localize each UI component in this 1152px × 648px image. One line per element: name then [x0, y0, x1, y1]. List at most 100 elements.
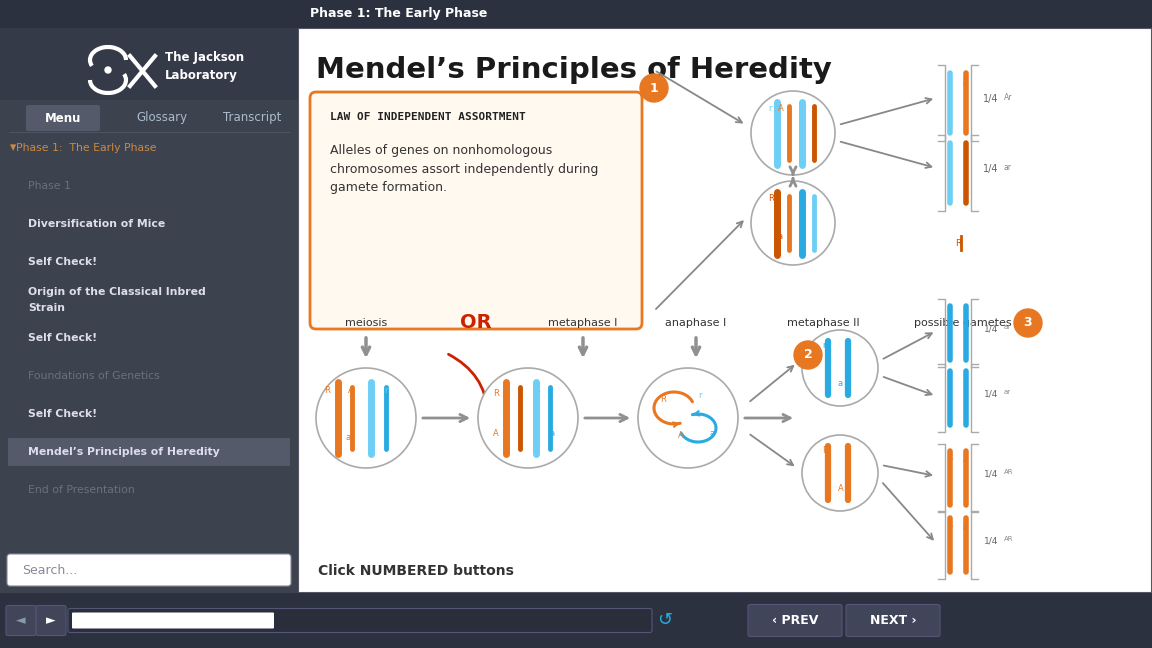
Circle shape [478, 368, 578, 468]
Circle shape [751, 91, 835, 175]
Text: ↺: ↺ [658, 612, 673, 629]
Circle shape [105, 67, 111, 73]
Text: ar: ar [1005, 389, 1011, 395]
FancyBboxPatch shape [6, 605, 36, 636]
Text: r: r [823, 341, 826, 350]
Text: R: R [823, 446, 828, 455]
Text: 1: 1 [650, 82, 659, 95]
Text: meiosis: meiosis [344, 318, 387, 328]
Text: A: A [838, 484, 843, 493]
Text: 1/4: 1/4 [984, 537, 999, 546]
Text: LAW OF INDEPENDENT ASSORTMENT: LAW OF INDEPENDENT ASSORTMENT [329, 112, 525, 122]
Text: Phase 1: Phase 1 [28, 181, 71, 191]
Text: Diversification of Mice: Diversification of Mice [28, 219, 165, 229]
Text: r: r [948, 146, 952, 155]
FancyBboxPatch shape [68, 608, 652, 632]
Text: a: a [346, 433, 351, 442]
Text: 1/4: 1/4 [984, 470, 999, 478]
Text: a: a [963, 375, 969, 384]
Text: Transcript: Transcript [222, 111, 281, 124]
Text: R: R [947, 520, 953, 529]
Text: metaphase I: metaphase I [548, 318, 617, 328]
Text: 2: 2 [804, 349, 812, 362]
Text: 1/4: 1/4 [983, 94, 999, 104]
Circle shape [794, 341, 823, 369]
Text: a: a [550, 429, 555, 438]
Text: r: r [948, 373, 952, 382]
Text: A: A [679, 431, 684, 440]
FancyBboxPatch shape [748, 605, 842, 636]
Text: R: R [660, 395, 666, 404]
Text: r: r [768, 104, 772, 113]
Text: a: a [963, 148, 969, 157]
Text: a: a [710, 429, 715, 438]
Text: ‹ PREV: ‹ PREV [772, 614, 818, 627]
Text: AR: AR [1005, 469, 1014, 475]
Bar [0, 28, 298, 100]
Text: R: R [955, 238, 961, 248]
Text: a: a [838, 379, 843, 388]
Text: 1/4: 1/4 [984, 325, 999, 334]
Circle shape [641, 74, 668, 102]
Text: A: A [963, 455, 969, 464]
Text: Mendel’s Principles of Heredity: Mendel’s Principles of Heredity [316, 56, 832, 84]
Text: NEXT ›: NEXT › [870, 614, 916, 627]
Circle shape [316, 368, 416, 468]
FancyBboxPatch shape [26, 105, 100, 131]
Text: ▾: ▾ [10, 141, 16, 154]
Text: r: r [536, 389, 539, 398]
Text: possible gametes: possible gametes [915, 318, 1011, 328]
Text: Foundations of Genetics: Foundations of Genetics [28, 371, 160, 381]
FancyBboxPatch shape [310, 92, 642, 329]
Text: R: R [324, 386, 329, 395]
Text: A: A [963, 522, 969, 531]
Text: AR: AR [1005, 536, 1014, 542]
Text: R: R [947, 453, 953, 462]
Circle shape [638, 368, 738, 468]
Text: Search...: Search... [22, 564, 77, 577]
FancyBboxPatch shape [36, 605, 66, 636]
Text: Origin of the Classical Inbred: Origin of the Classical Inbred [28, 287, 206, 297]
Text: Menu: Menu [45, 111, 81, 124]
FancyBboxPatch shape [846, 605, 940, 636]
Text: a: a [778, 232, 783, 241]
Text: A: A [348, 386, 354, 395]
Text: anaphase I: anaphase I [666, 318, 727, 328]
FancyBboxPatch shape [7, 554, 291, 586]
Text: Alleles of genes on nonhomologous
chromosomes assort independently during
gamete: Alleles of genes on nonhomologous chromo… [329, 144, 598, 194]
Text: Click NUMBERED buttons: Click NUMBERED buttons [318, 564, 514, 578]
Text: 1/4: 1/4 [984, 389, 999, 399]
Text: Ar: Ar [1005, 93, 1013, 102]
Text: Self Check!: Self Check! [28, 333, 97, 343]
Text: Phase 1: The Early Phase: Phase 1: The Early Phase [310, 8, 487, 21]
Text: r: r [384, 386, 387, 395]
Text: ►: ► [46, 614, 55, 627]
FancyBboxPatch shape [71, 612, 274, 629]
Text: a: a [963, 310, 969, 319]
Circle shape [802, 435, 878, 511]
Text: Self Check!: Self Check! [28, 409, 97, 419]
Circle shape [751, 181, 835, 265]
Text: ◄: ◄ [16, 614, 25, 627]
Text: R: R [493, 389, 499, 398]
Text: Glossary: Glossary [136, 111, 188, 124]
Text: r: r [698, 391, 702, 400]
Text: A: A [778, 104, 783, 113]
Text: metaphase II: metaphase II [787, 318, 859, 328]
Text: r: r [948, 76, 952, 85]
Text: Mendel’s Principles of Heredity: Mendel’s Principles of Heredity [28, 447, 220, 457]
Text: 3: 3 [1024, 316, 1032, 329]
Text: R: R [768, 194, 774, 203]
Bar [8, 438, 290, 466]
Text: ar: ar [1005, 163, 1011, 172]
Text: OR: OR [460, 314, 492, 332]
Text: ar: ar [1005, 324, 1011, 330]
Circle shape [1014, 309, 1043, 337]
Circle shape [802, 330, 878, 406]
Text: Strain: Strain [28, 303, 65, 313]
Text: End of Presentation: End of Presentation [28, 485, 135, 495]
Text: 1/4: 1/4 [983, 164, 999, 174]
Text: A: A [493, 429, 499, 438]
Text: The Jackson
Laboratory: The Jackson Laboratory [165, 51, 244, 82]
Text: Phase 1:  The Early Phase: Phase 1: The Early Phase [16, 143, 157, 153]
